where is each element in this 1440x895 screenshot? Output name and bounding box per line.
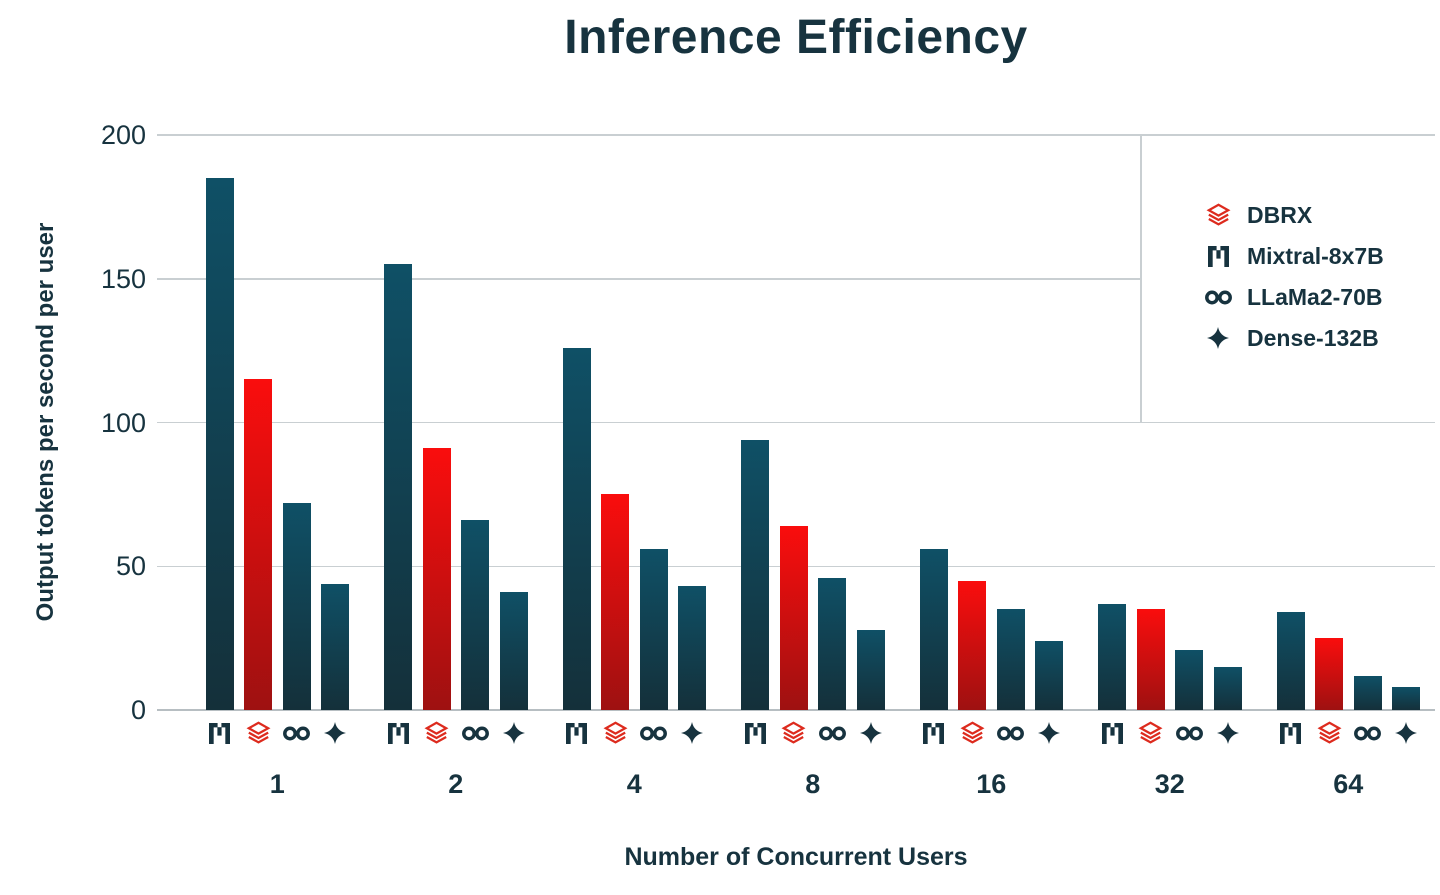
x-tick-label-8: 8 [805,769,821,799]
plot-area: DBRX Mixtral-8x7B LLaMa2-70B Dense-132B [157,134,1435,711]
x-tick-label-16: 16 [976,769,1007,799]
x-tick-label-4: 4 [626,769,642,799]
x-tick-label-32: 32 [1154,769,1185,799]
llama-icon [637,716,671,750]
dense-icon [1389,716,1423,750]
bar-dbrx-users-4 [601,494,629,710]
y-tick-label-0: 0 [130,695,146,725]
bar-dense-132b-users-16 [1035,641,1063,710]
dense-icon [1032,716,1066,750]
llama-icon [1203,282,1233,312]
legend-label: Mixtral-8x7B [1247,242,1384,269]
legend-item-dense-132b: Dense-132B [1203,322,1384,354]
mixtral-icon [738,716,772,750]
llama-icon [458,716,492,750]
x-axis-title: Number of Concurrent Users [624,843,968,871]
bar-llama2-70b-users-64 [1353,675,1382,710]
y-tick-label-50: 50 [115,551,146,582]
gridline-150 [157,278,1140,280]
legend-divider [1140,135,1142,423]
bar-dense-132b-users-64 [1392,687,1420,710]
bar-dense-132b-users-4 [678,586,706,710]
dbrx-icon [1312,716,1346,750]
dense-icon [854,716,888,750]
bar-dense-132b-users-1 [321,583,349,710]
bar-dbrx-users-32 [1136,609,1165,710]
y-tick-label-100: 100 [100,407,146,438]
bar-dbrx-users-8 [779,526,808,710]
bar-llama2-70b-users-2 [461,520,489,710]
dense-icon [1203,323,1233,353]
mixtral-icon [1203,241,1233,271]
legend: DBRX Mixtral-8x7B LLaMa2-70B Dense-132B [1203,199,1384,354]
legend-item-mixtral-8x7b: Mixtral-8x7B [1203,240,1384,272]
dbrx-icon [955,716,989,750]
mixtral-icon [1274,716,1308,750]
bar-mixtral-8x7b-users-64 [1276,612,1305,710]
bar-dense-132b-users-2 [499,592,528,710]
gridline-0 [157,709,1435,711]
bar-mixtral-8x7b-users-4 [562,347,591,710]
bar-mixtral-8x7b-users-32 [1098,603,1126,710]
bar-dense-132b-users-32 [1213,666,1242,710]
legend-label: LLaMa2-70B [1247,283,1383,310]
bar-dbrx-users-1 [244,379,272,710]
llama-icon [994,716,1028,750]
mixtral-icon [917,716,951,750]
bar-llama2-70b-users-8 [818,577,846,710]
y-tick-label-150: 150 [100,263,146,294]
bar-mixtral-8x7b-users-16 [919,549,948,710]
x-tick-label-2: 2 [448,769,464,799]
dbrx-icon [241,716,275,750]
mixtral-icon [203,716,237,750]
x-tick-label-1: 1 [269,769,285,799]
llama-icon [1351,716,1385,750]
y-tick-label-200: 200 [100,120,146,150]
dense-icon [1211,716,1245,750]
legend-label: Dense-132B [1247,324,1379,351]
llama-icon [1172,716,1206,750]
legend-item-llama2-70b: LLaMa2-70B [1203,281,1384,313]
dense-icon [675,716,709,750]
dbrx-icon [598,716,632,750]
bar-mixtral-8x7b-users-8 [741,439,769,710]
mixtral-icon [560,716,594,750]
bar-llama2-70b-users-4 [639,549,668,710]
dense-icon [318,716,352,750]
bar-dbrx-users-16 [958,580,986,710]
x-tick-label-64: 64 [1333,769,1364,799]
gridline-200 [157,134,1435,136]
bar-dbrx-users-2 [422,448,451,710]
bar-dbrx-users-64 [1315,638,1343,710]
dbrx-icon [420,716,454,750]
mixtral-icon [381,716,415,750]
chart-title: Inference Efficiency [564,11,1028,64]
llama-icon [280,716,314,750]
bar-dense-132b-users-8 [856,629,885,710]
dbrx-icon [1134,716,1168,750]
bar-llama2-70b-users-1 [282,503,311,710]
bar-llama2-70b-users-16 [996,609,1025,710]
legend-item-dbrx: DBRX [1203,199,1384,231]
mixtral-icon [1095,716,1129,750]
dense-icon [497,716,531,750]
gridline-100 [157,421,1435,424]
llama-icon [815,716,849,750]
dbrx-icon [777,716,811,750]
bar-mixtral-8x7b-users-1 [205,178,234,710]
bar-llama2-70b-users-32 [1175,649,1203,710]
dbrx-icon [1203,200,1233,230]
legend-label: DBRX [1247,201,1313,228]
bar-mixtral-8x7b-users-2 [384,264,412,710]
